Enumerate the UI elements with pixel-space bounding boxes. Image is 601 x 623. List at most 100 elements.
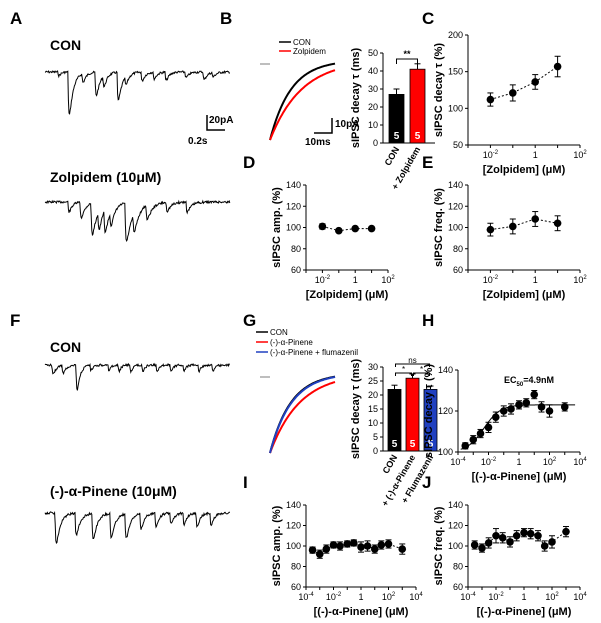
data-point: [522, 399, 531, 407]
y-tick-label: 50: [453, 140, 463, 150]
x-tick-label: 102: [573, 150, 587, 160]
x-tick-label: 1: [521, 592, 526, 602]
data-point: [512, 531, 521, 540]
x-tick-label: 10-2: [488, 592, 504, 602]
data-point: [507, 405, 515, 413]
y-tick-label: 200: [448, 30, 463, 40]
y-tick-label: 60: [453, 265, 463, 275]
data-point: [335, 226, 343, 235]
x-tick-exponent: -4: [308, 592, 314, 598]
x-tick-exponent: 4: [419, 592, 423, 598]
x-tick-exponent: 2: [553, 457, 557, 463]
current-trace-a-zolpidem: [44, 199, 231, 242]
x-tick-base: 10: [483, 275, 493, 285]
y-axis-label: sIPSC decay τ (ms): [350, 359, 362, 460]
y-tick-label: 20: [368, 390, 378, 400]
y-tick-label: 25: [368, 376, 378, 386]
x-tick-exponent: 4: [583, 592, 587, 598]
y-axis-label: sIPSC freq. (%): [433, 188, 445, 267]
connecting-line: [322, 225, 372, 232]
x-tick-label: 1: [533, 275, 538, 285]
data-point: [540, 542, 549, 550]
x-tick-base: 10: [573, 150, 583, 160]
x-tick-base: 10: [382, 592, 392, 602]
x-tick-label: 10-2: [483, 150, 499, 160]
connecting-line: [490, 66, 558, 100]
x-tick-exponent: -2: [325, 275, 331, 281]
legend-g-label-pinene: (-)-α-Pinene: [270, 338, 313, 347]
data-point: [560, 403, 569, 411]
data-point: [492, 531, 500, 540]
scale-bar-b-x-label: 10ms: [305, 137, 331, 148]
x-tick-label: 104: [409, 592, 423, 602]
x-tick-label: 1: [516, 457, 521, 467]
x-axis-label: [(-)-α-Pinene] (μM): [477, 606, 572, 618]
x-axis-label: [(-)-α-Pinene] (μM): [314, 606, 409, 618]
x-tick-exponent: -2: [336, 592, 342, 598]
trace-line: [44, 199, 231, 242]
data-point: [370, 545, 379, 553]
decay-curve-1: [269, 375, 336, 454]
trace-line: [44, 69, 231, 115]
x-tick-base: 10: [543, 457, 553, 467]
x-tick-label: 102: [381, 275, 395, 285]
significance-label: ns: [408, 356, 416, 365]
x-tick-exponent: 2: [555, 592, 559, 598]
data-point: [499, 407, 508, 415]
y-axis-label: sIPSC amp. (%): [271, 187, 283, 268]
x-tick-exponent: 2: [391, 275, 395, 281]
y-tick-label: 30: [368, 84, 378, 94]
x-tick-exponent: -2: [498, 592, 504, 598]
bar-n-label: 5: [410, 439, 416, 450]
data-point: [318, 222, 327, 231]
bar-n-label: 5: [392, 439, 398, 450]
data-point: [506, 538, 514, 546]
x-tick-exponent: -2: [493, 275, 499, 281]
y-tick-label: 80: [291, 244, 301, 254]
x-tick-base: 10: [409, 592, 419, 602]
y-tick-label: 30: [368, 362, 378, 372]
x-tick-base: 10: [450, 457, 460, 467]
y-tick-label: 100: [448, 223, 463, 233]
y-tick-label: 10: [368, 120, 378, 130]
data-point: [469, 435, 478, 444]
y-tick-label: 100: [286, 223, 301, 233]
y-axis-label: sIPSC decay τ (%): [433, 43, 445, 138]
data-point: [509, 222, 517, 231]
x-tick-label: 102: [545, 592, 559, 602]
fit-curve: [460, 404, 576, 450]
data-point: [336, 542, 344, 550]
y-tick-label: 80: [291, 562, 301, 572]
panel-letter-h: H: [422, 311, 434, 330]
y-tick-label: 100: [438, 447, 453, 457]
scale-bar-a-y-label: 20pA: [209, 115, 233, 126]
data-point: [484, 539, 493, 547]
current-trace-a-con: [44, 69, 231, 115]
x-tick-exponent: -2: [491, 457, 497, 463]
legend-g-label-flumazenil: (-)-α-Pinene + flumazenil: [270, 348, 358, 357]
y-tick-label: 5: [373, 432, 378, 442]
data-point: [520, 528, 528, 537]
x-tick-label: 102: [382, 592, 396, 602]
y-tick-label: 60: [453, 582, 463, 592]
x-tick-base: 1: [533, 150, 538, 160]
data-point: [351, 224, 360, 233]
x-tick-base: 1: [358, 592, 363, 602]
current-trace-f-pinene: [44, 510, 231, 544]
panel-letter-b: B: [220, 9, 232, 28]
y-tick-label: 120: [448, 201, 463, 211]
data-point: [498, 534, 507, 542]
category-label: CON: [383, 145, 402, 167]
significance-bracket: [395, 372, 412, 376]
decay-curves-b: [260, 62, 336, 141]
data-point: [315, 550, 324, 558]
x-tick-base: 10: [573, 457, 583, 467]
legend-b-label-con: CON: [293, 38, 311, 47]
y-axis-label: sIPSC decay τ (%): [423, 364, 435, 459]
legend-g-label-con: CON: [270, 328, 288, 337]
ec50-rest: =4.9nM: [523, 375, 554, 385]
x-tick-base: 10: [381, 275, 391, 285]
